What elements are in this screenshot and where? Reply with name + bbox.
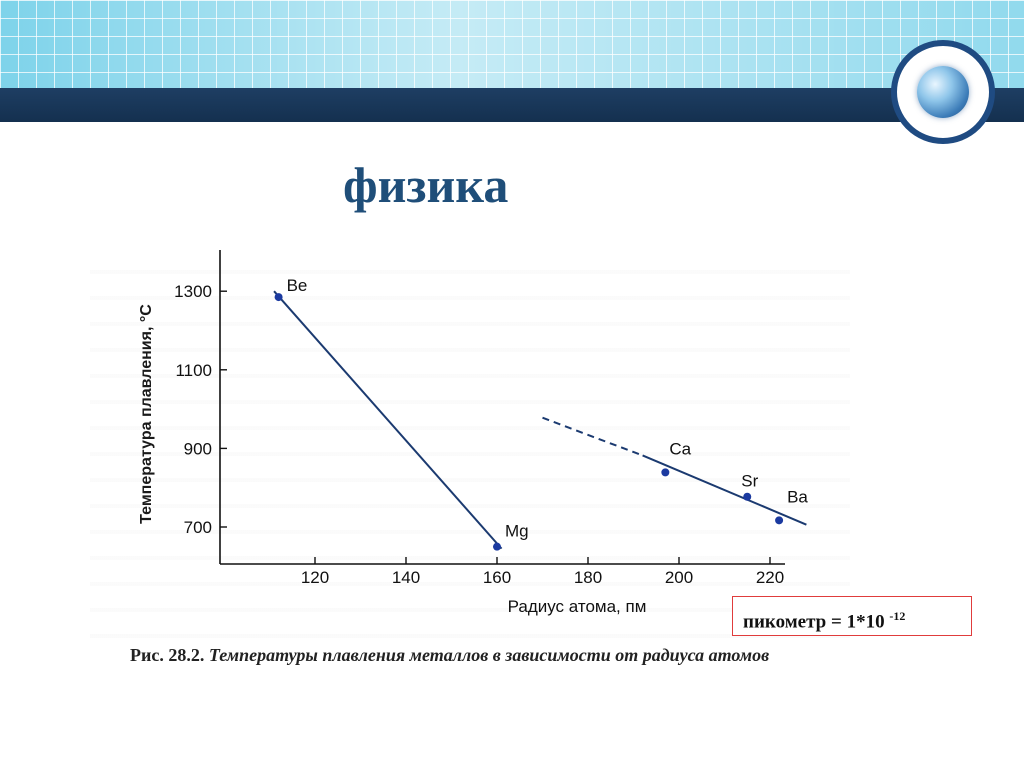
x-tick-label: 140 (392, 568, 420, 587)
trend-line (273, 290, 503, 550)
y-tick-label: 1100 (175, 361, 212, 380)
header-grid-pattern (0, 0, 1024, 88)
x-tick-label: 160 (483, 568, 511, 587)
chart-axes (219, 250, 785, 565)
picometer-note-exponent: -12 (889, 609, 906, 623)
globe-icon (917, 66, 969, 118)
data-label-ca: Ca (669, 439, 691, 458)
y-tick-label: 700 (184, 518, 212, 537)
data-points: Be Mg Ca Sr Ba (274, 276, 808, 551)
x-tick-label: 120 (301, 568, 329, 587)
picometer-note: пикометр = 1*10 -12 (732, 596, 972, 636)
logo (891, 40, 995, 144)
x-tick-label: 200 (665, 568, 693, 587)
y-tick-label: 900 (184, 439, 212, 458)
data-point-ba (775, 516, 784, 525)
figure-caption-text: Температуры плавления металлов в зависим… (208, 645, 770, 665)
data-point-mg (493, 542, 501, 551)
scanned-page-background (90, 248, 850, 660)
picometer-note-text: пикометр = 1*10 (743, 611, 885, 633)
x-axis-title: Радиус атома, пм (508, 597, 647, 616)
page-title: физика (343, 157, 509, 213)
trend-line (642, 454, 807, 526)
data-label-sr: Sr (741, 472, 758, 491)
y-tick-label: 1300 (174, 282, 212, 301)
header-band (0, 88, 1024, 122)
data-point-sr (743, 492, 752, 501)
data-point-be (274, 293, 283, 302)
y-axis-title: Температура плавления, °C (138, 304, 155, 524)
x-axis-ticks: 120 140 160 180 200 220 (301, 557, 784, 587)
data-point-ca (661, 468, 670, 477)
figure-caption: Рис. 28.2. Температуры плавления металло… (130, 645, 860, 666)
x-tick-label: 180 (574, 568, 602, 587)
data-lines (273, 290, 807, 550)
x-tick-label: 220 (756, 568, 784, 587)
data-label-be: Be (287, 276, 308, 295)
data-label-mg: Mg (505, 522, 529, 541)
data-label-ba: Ba (787, 487, 808, 506)
trend-line-dashed (542, 416, 643, 457)
figure-number: Рис. 28.2. (130, 645, 205, 665)
y-axis-ticks: 700 900 1100 1300 (174, 282, 227, 537)
